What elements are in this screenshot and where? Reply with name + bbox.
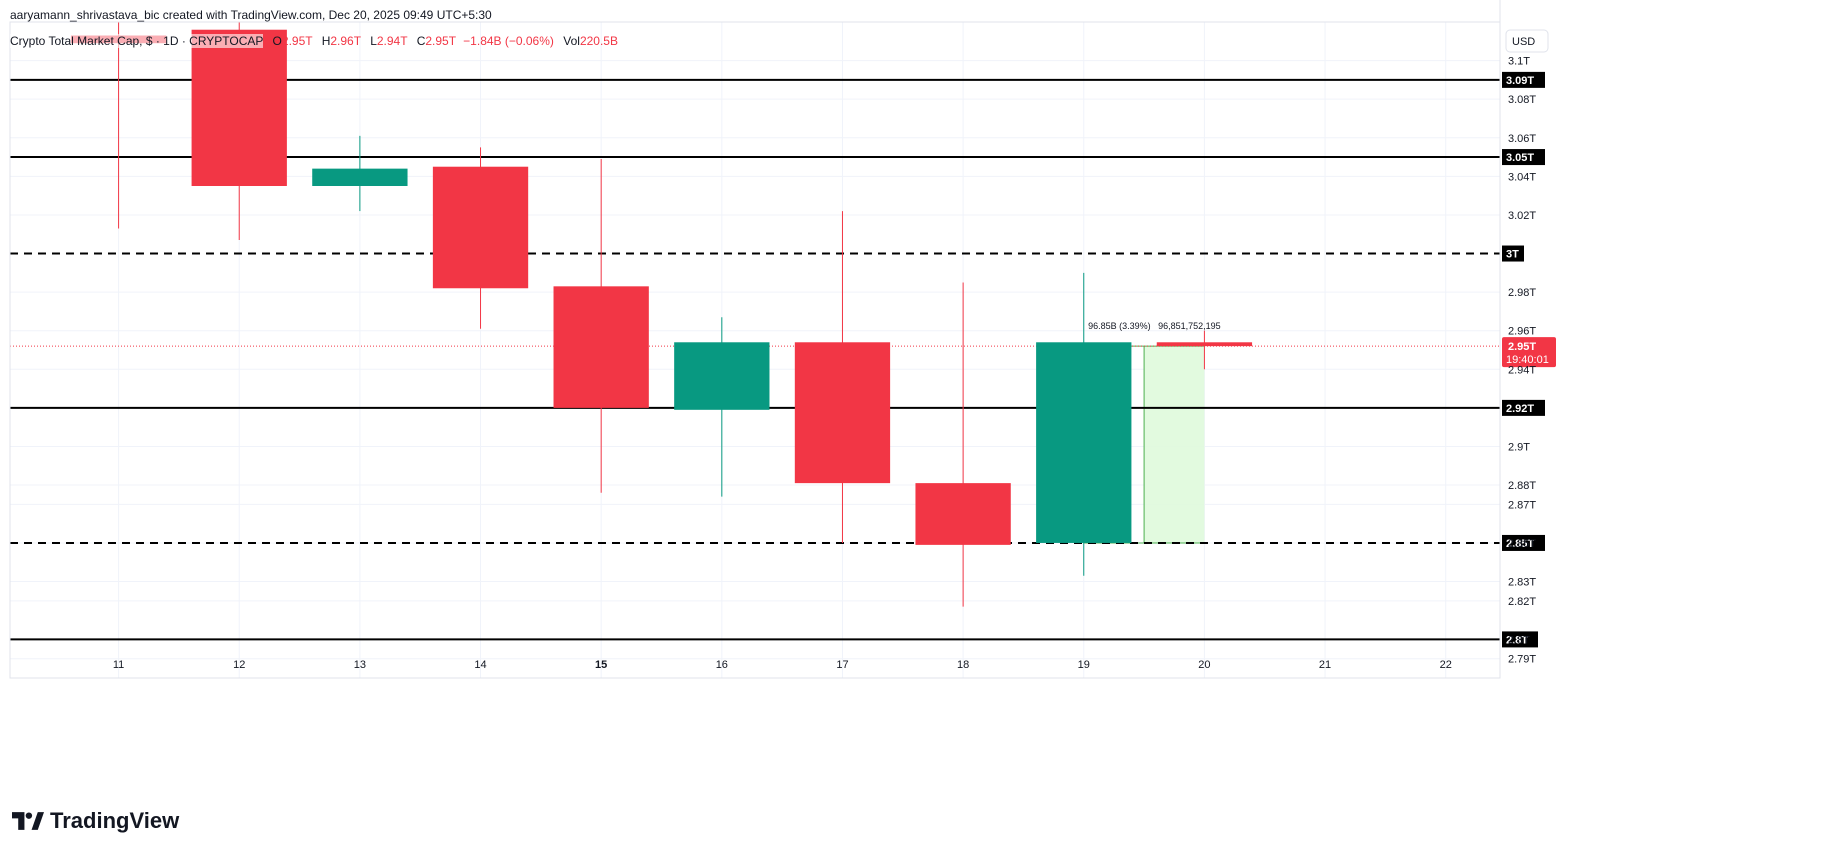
brand-name: TradingView: [50, 808, 180, 833]
candle: [1156, 330, 1253, 370]
volume-value: 220.5B: [579, 34, 618, 48]
x-tick-label: 17: [836, 659, 848, 671]
measure-tool[interactable]: 96.85B (3.39%) 96,851,752,195: [1084, 321, 1221, 544]
candle-body: [915, 483, 1011, 545]
candle-body: [191, 29, 287, 186]
candle: [553, 158, 649, 493]
currency-label: USD: [1512, 36, 1535, 48]
level-tag-label: 3.09T: [1506, 75, 1534, 87]
y-tick-label: 2.83T: [1508, 577, 1536, 589]
tradingview-brand[interactable]: TradingView: [12, 808, 179, 834]
level-tag-label: 3.05T: [1506, 152, 1534, 164]
x-tick-label: 18: [957, 659, 969, 671]
candle: [70, 22, 167, 229]
x-tick-label: 14: [474, 659, 486, 671]
level-tag: [1502, 245, 1524, 262]
close-value: 2.95T: [425, 34, 456, 48]
attribution-text: aaryamann_shrivastava_bic created with T…: [10, 8, 492, 22]
current-price-tag: [1502, 337, 1556, 368]
candles: [70, 22, 1253, 607]
x-tick-label: 16: [716, 659, 728, 671]
x-tick-label: 20: [1198, 659, 1210, 671]
candle: [432, 147, 529, 329]
candle-body: [312, 168, 408, 186]
x-tick-label: 12: [233, 659, 245, 671]
currency-box: [1505, 29, 1549, 53]
level-tag: [1502, 149, 1545, 166]
tradingview-logo-icon: [12, 812, 44, 830]
axes: USD 3.1T 3.08T 3.06T 3.04T 3.02T 2.98T 2.96T 2.9…: [9, 0, 1549, 679]
y-tick-label: 3.08T: [1508, 94, 1536, 106]
level-tag: [1502, 399, 1545, 416]
measure-change-label: 96.85B (3.39%): [1088, 321, 1151, 331]
volume-label: Vol: [563, 34, 580, 48]
measure-value-label: 96,851,752,195: [1158, 321, 1221, 331]
level-tag: [1502, 631, 1538, 648]
y-tick-label: 2.79T: [1508, 654, 1536, 666]
candle: [915, 282, 1011, 607]
candle: [674, 317, 770, 497]
low-value: 2.94T: [376, 34, 408, 48]
level-tag-label: 2.92T: [1506, 403, 1534, 415]
x-tick-label: 11: [113, 659, 124, 671]
candle-body: [794, 342, 891, 484]
level-tag: [1502, 71, 1545, 88]
candle-body: [1156, 342, 1253, 347]
level-tag: [1502, 534, 1545, 551]
candle: [312, 135, 408, 212]
candle-body: [432, 166, 529, 289]
candle: [1036, 272, 1132, 576]
y-tick-label: 2.98T: [1508, 287, 1536, 299]
candle: [794, 211, 891, 543]
symbol-legend: Crypto Total Market Cap, $ · 1D · CRYPTO…: [10, 34, 618, 48]
open-label: O: [272, 34, 282, 48]
y-tick-label: 2.9T: [1508, 441, 1530, 453]
high-label: H: [321, 34, 331, 48]
level-tag-label: 2.8T: [1506, 634, 1528, 646]
level-tag-label: 2.85T: [1506, 538, 1534, 550]
low-label: L: [370, 34, 377, 48]
y-tick-label: 3.02T: [1508, 210, 1536, 222]
close-label: C: [416, 34, 426, 48]
open-value: 2.95T: [281, 34, 313, 48]
x-tick-label: 15: [595, 659, 607, 671]
y-tick-label: 2.82T: [1508, 596, 1536, 608]
symbol-label[interactable]: Crypto Total Market Cap, $ · 1D · CRYPTO…: [10, 34, 264, 48]
y-tick-label: 2.96T: [1508, 326, 1536, 338]
y-tick-label: 2.94T: [1508, 364, 1536, 376]
countdown-label: 19:40:01: [1506, 354, 1549, 366]
y-tick-label: 2.87T: [1508, 499, 1536, 511]
candle-body: [674, 342, 770, 410]
candle-body: [553, 286, 649, 408]
y-tick-label: 2.88T: [1508, 480, 1536, 492]
x-tick-label: 22: [1440, 659, 1452, 671]
candle-body: [1036, 342, 1132, 543]
y-tick-label: 3.06T: [1508, 133, 1536, 145]
x-tick-label: 19: [1078, 659, 1090, 671]
candle: [191, 22, 287, 241]
current-price-label: 2.95T: [1508, 341, 1536, 353]
change-value: −1.84B (−0.06%): [463, 34, 554, 48]
x-tick-label: 13: [354, 659, 366, 671]
y-tick-label: 3.1T: [1508, 56, 1530, 68]
level-tag-label: 3T: [1506, 249, 1519, 261]
measure-box: [1144, 346, 1205, 543]
y-tick-label: 2.85T: [1508, 538, 1536, 550]
high-value: 2.96T: [330, 34, 361, 48]
x-tick-label: 21: [1319, 659, 1331, 671]
y-tick-label: 2.8T: [1508, 634, 1530, 646]
y-tick-label: 3.04T: [1508, 171, 1536, 183]
